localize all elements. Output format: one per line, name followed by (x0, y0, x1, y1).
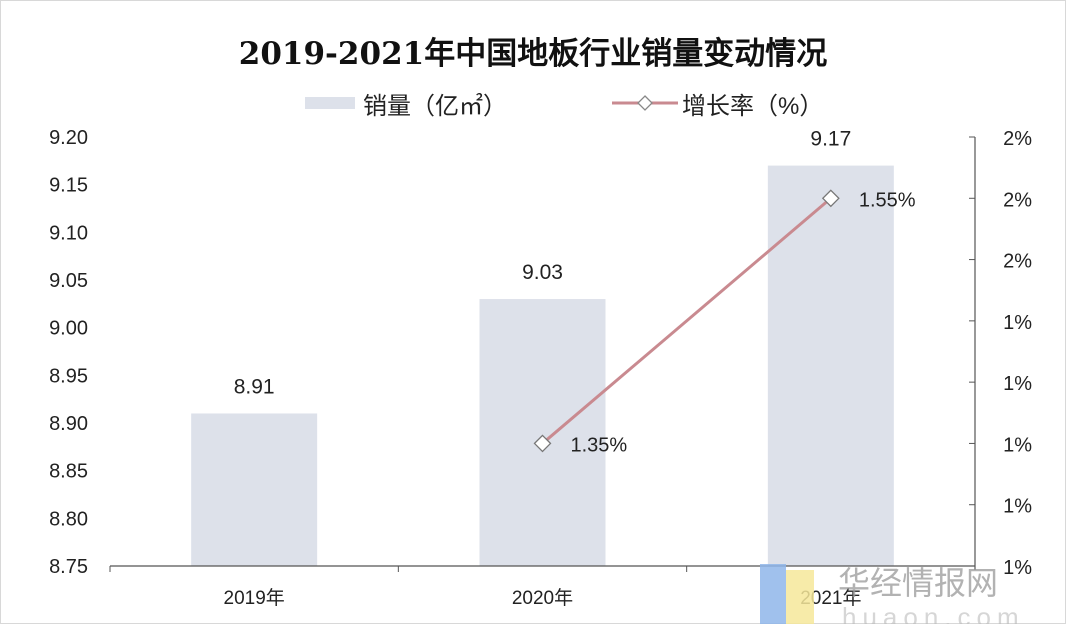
left-tick-label: 8.95 (49, 365, 88, 387)
x-tick-label: 2021年 (800, 587, 861, 609)
right-tick-label: 2% (1003, 128, 1032, 150)
left-tick-label: 9.20 (49, 127, 88, 149)
line-data-label: 1.35% (571, 434, 628, 456)
right-tick-label: 1% (1003, 312, 1032, 334)
legend: 销量（亿㎡） 增长率（%） (0, 86, 1066, 120)
right-tick-label: 1% (1003, 496, 1032, 518)
right-tick-label: 1% (1003, 373, 1032, 395)
x-tick-label: 2019年 (224, 587, 285, 609)
legend-swatch-line (612, 95, 678, 111)
legend-item-sales: 销量（亿㎡） (305, 86, 507, 120)
bar-2019年 (191, 413, 318, 566)
growth-marker (533, 434, 552, 453)
left-tick-label: 9.00 (49, 318, 88, 340)
svg-text:huaon.com: huaon.com (842, 602, 1025, 624)
bar-data-label: 9.17 (810, 128, 851, 151)
legend-label-growth: 增长率（%） (682, 92, 824, 120)
left-tick-label: 8.85 (49, 461, 88, 483)
left-tick-label: 8.90 (49, 413, 88, 435)
right-tick-label: 1% (1003, 434, 1032, 456)
left-tick-label: 9.15 (49, 175, 88, 197)
bar-data-label: 8.91 (234, 375, 275, 398)
growth-line (541, 197, 832, 445)
right-tick-label: 2% (1003, 189, 1032, 211)
bar-2021年 (767, 165, 894, 566)
line-data-label: 1.55% (859, 189, 916, 211)
svg-text:华经情报网: 华经情报网 (838, 565, 998, 601)
right-tick-label: 1% (1003, 557, 1032, 579)
watermark-logo: 华经情报网 huaon.com (760, 560, 1060, 624)
right-tick-label: 2% (1003, 251, 1032, 273)
left-tick-label: 8.75 (49, 556, 88, 578)
chart-title: 2019-2021年中国地板行业销量变动情况 (238, 36, 828, 72)
legend-label-sales: 销量（亿㎡） (363, 92, 507, 120)
left-tick-label: 9.10 (49, 222, 88, 244)
left-tick-label: 9.05 (49, 270, 88, 292)
left-tick-label: 8.80 (49, 508, 88, 530)
bar-data-label: 9.03 (522, 261, 563, 284)
legend-swatch-bar (305, 97, 355, 109)
x-tick-label: 2020年 (512, 587, 573, 609)
bar-2020年 (479, 299, 606, 566)
legend-item-growth: 增长率（%） (612, 86, 823, 120)
growth-marker (821, 189, 840, 208)
